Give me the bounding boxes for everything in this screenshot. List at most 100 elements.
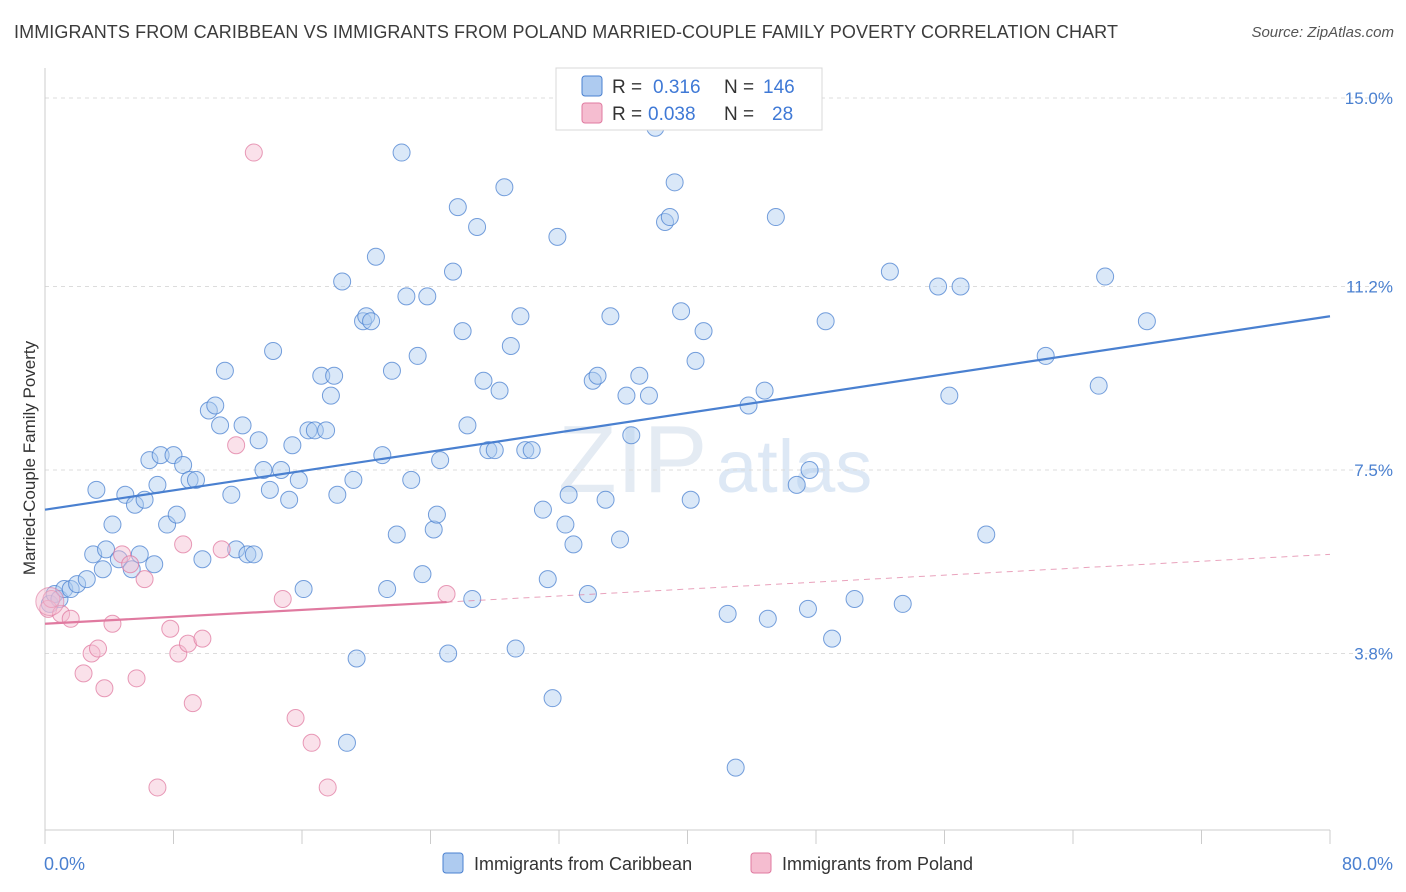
legend-bottom-poland: Immigrants from Poland	[782, 854, 973, 874]
caribbean-point	[140, 451, 159, 470]
poland-point	[135, 570, 154, 589]
caribbean-point	[940, 386, 959, 405]
caribbean-point	[656, 213, 675, 231]
poland-point	[61, 609, 80, 628]
caribbean-point	[387, 525, 406, 544]
caribbean-point	[357, 307, 376, 326]
caribbean-point	[490, 381, 509, 400]
legend-n-label-2: N =	[724, 104, 754, 125]
caribbean-point	[238, 545, 257, 564]
caribbean-point	[206, 396, 225, 415]
poland-point	[178, 634, 197, 653]
caribbean-point	[511, 307, 530, 326]
caribbean-point	[244, 545, 263, 564]
caribbean-point	[254, 461, 273, 479]
trend-lines	[44, 315, 1331, 625]
poland-point	[103, 614, 122, 633]
poland-point	[169, 644, 188, 663]
poland-point	[193, 629, 212, 648]
poland-point	[42, 589, 61, 608]
poland-point	[95, 679, 114, 698]
caribbean-point	[596, 490, 615, 509]
caribbean-point	[325, 366, 344, 385]
caribbean-point	[337, 733, 356, 752]
caribbean-point	[977, 525, 996, 544]
caribbean-point	[533, 500, 552, 519]
poland-point	[127, 669, 146, 688]
caribbean-point	[87, 480, 106, 499]
caribbean-point	[164, 446, 183, 465]
poland-point	[212, 540, 231, 559]
caribbean-point	[479, 441, 498, 460]
poland-point	[161, 619, 180, 638]
legend-r-value-1: 0.316	[653, 77, 701, 98]
caribbean-point	[103, 515, 122, 534]
caribbean-point	[548, 227, 567, 246]
poland-point	[227, 436, 246, 455]
caribbean-point	[93, 560, 112, 579]
caribbean-point	[474, 371, 493, 390]
caribbean-point	[1096, 267, 1115, 286]
caribbean-point	[362, 312, 381, 331]
caribbean-point	[328, 485, 347, 504]
caribbean-point	[453, 322, 472, 341]
caribbean-point	[321, 386, 340, 405]
poland-point	[244, 143, 263, 162]
caribbean-point	[373, 446, 392, 465]
caribbean-point	[588, 366, 607, 385]
caribbean-point	[543, 689, 562, 708]
y-tick-label: 3.8%	[1354, 645, 1393, 664]
poland-point	[89, 639, 108, 658]
caribbean-point	[639, 386, 658, 405]
caribbean-point	[439, 644, 458, 663]
poland-point	[174, 535, 193, 554]
legend-n-value-1: 146	[763, 77, 795, 98]
caribbean-point	[211, 416, 230, 435]
watermark-zip: ZIP	[558, 406, 707, 513]
caribbean-point	[622, 426, 641, 445]
caribbean-point	[145, 555, 164, 574]
x-tick-label-start: 0.0%	[44, 854, 85, 874]
caribbean-point	[1036, 346, 1055, 365]
chart-title: IMMIGRANTS FROM CARIBBEAN VS IMMIGRANTS …	[14, 22, 1119, 42]
poland-points	[35, 143, 456, 797]
poland-point	[286, 709, 305, 727]
caribbean-point	[665, 173, 684, 192]
caribbean-point	[317, 421, 336, 440]
caribbean-point	[427, 505, 446, 524]
caribbean-point	[97, 540, 116, 559]
caribbean-point	[601, 307, 620, 326]
poland-point	[273, 589, 292, 608]
caribbean-point	[758, 609, 777, 628]
caribbean-point	[186, 470, 205, 489]
caribbean-point	[1137, 312, 1156, 331]
y-tick-label: 11.2%	[1346, 277, 1393, 296]
caribbean-point	[468, 217, 487, 236]
legend-r-label-1: R =	[612, 77, 642, 98]
legend-bottom-swatch-poland	[750, 852, 772, 874]
caribbean-points	[40, 118, 1156, 777]
poland-trend-line-dashed	[446, 553, 1331, 603]
caribbean-point	[823, 629, 842, 648]
caribbean-point	[418, 287, 437, 306]
caribbean-point	[495, 178, 514, 197]
caribbean-point	[347, 649, 366, 668]
caribbean-point	[77, 570, 96, 589]
caribbean-point	[222, 485, 241, 504]
caribbean-point	[798, 599, 817, 618]
caribbean-point	[893, 594, 912, 613]
y-tick-label: 15.0%	[1345, 89, 1393, 108]
caribbean-point	[611, 530, 630, 549]
legend-bottom-caribbean: Immigrants from Caribbean	[474, 854, 692, 874]
gridlines	[45, 97, 1390, 655]
caribbean-point	[227, 540, 246, 559]
caribbean-point	[845, 589, 864, 608]
caribbean-point	[463, 589, 482, 608]
legend-swatch-caribbean	[581, 75, 603, 97]
caribbean-point	[431, 451, 450, 470]
caribbean-point	[260, 480, 279, 499]
caribbean-point	[755, 381, 774, 400]
caribbean-point	[264, 341, 283, 360]
caribbean-point	[538, 570, 557, 589]
